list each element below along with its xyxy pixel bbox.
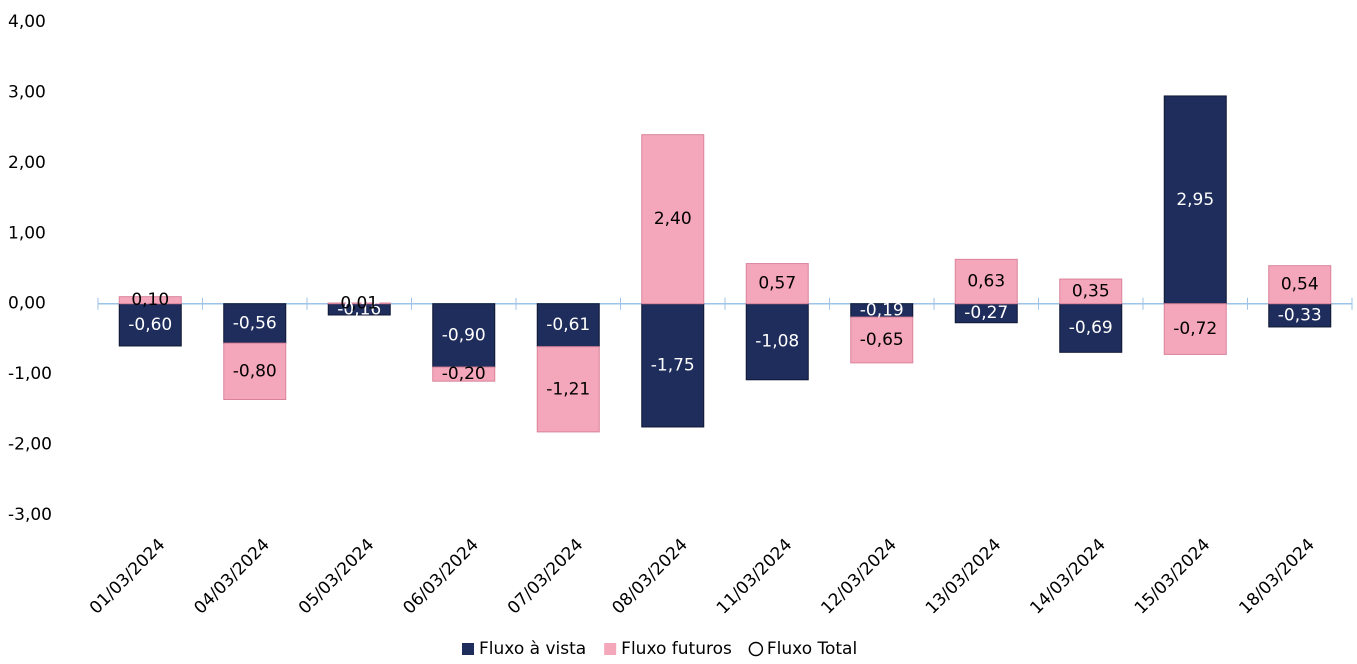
legend-swatch — [748, 641, 764, 657]
bar-segment — [118, 296, 182, 305]
x-tick-label: 12/03/2024 — [817, 535, 900, 618]
data-label: -0,16 — [337, 299, 381, 319]
y-tick-label: -1,00 — [8, 364, 52, 384]
x-tick-label: 04/03/2024 — [190, 535, 273, 618]
data-label: 0,57 — [758, 274, 796, 294]
data-label: -0,19 — [860, 300, 904, 320]
bar-segment — [1268, 265, 1332, 305]
bar-segment — [327, 302, 391, 305]
data-label: 0,63 — [967, 272, 1005, 292]
y-tick-label: 0,00 — [8, 294, 46, 314]
data-label: -0,72 — [1173, 319, 1217, 339]
legend-label: Fluxo futuros — [621, 639, 732, 659]
y-tick-label: 4,00 — [8, 12, 46, 32]
data-label: 2,95 — [1176, 190, 1214, 210]
y-tick-label: 1,00 — [8, 223, 46, 243]
bar-segment — [1059, 303, 1123, 353]
data-label: 0,54 — [1281, 275, 1319, 295]
bar-segment — [536, 346, 600, 433]
bar-segment — [1163, 95, 1227, 305]
bar-segment — [641, 134, 705, 305]
bar-segment — [223, 303, 287, 344]
bar-segment — [1059, 278, 1123, 305]
x-tick-label: 11/03/2024 — [713, 535, 796, 618]
bar-segment — [118, 303, 182, 347]
x-tick-label: 18/03/2024 — [1235, 535, 1318, 618]
bar-segment — [536, 303, 600, 348]
data-label: -1,75 — [651, 355, 695, 375]
bar-segment — [745, 303, 809, 381]
y-tick-label: -3,00 — [8, 505, 52, 525]
data-label: -0,69 — [1069, 318, 1113, 338]
data-label: -0,60 — [128, 315, 172, 335]
data-label: 0,01 — [340, 293, 378, 313]
bar-segment — [641, 303, 705, 428]
x-tick-label: 14/03/2024 — [1026, 535, 1109, 618]
y-tick-label: 2,00 — [8, 153, 46, 173]
bar-segment — [432, 366, 496, 382]
bar-segment — [850, 316, 914, 364]
bar-segment — [223, 342, 287, 400]
data-label: -0,61 — [546, 315, 590, 335]
bar-segment — [432, 303, 496, 368]
data-label: -0,33 — [1278, 305, 1322, 325]
data-label: 0,35 — [1072, 281, 1110, 301]
legend-label: Fluxo à vista — [479, 639, 586, 659]
data-label: -0,27 — [964, 303, 1008, 323]
x-tick-label: 08/03/2024 — [608, 535, 691, 618]
data-label: -0,65 — [860, 330, 904, 350]
data-label: 0,10 — [131, 290, 169, 310]
x-tick-label: 01/03/2024 — [86, 535, 169, 618]
data-label: -0,80 — [233, 361, 277, 381]
data-label: -1,08 — [755, 332, 799, 352]
bar-segment — [745, 263, 809, 305]
data-label: -0,56 — [233, 313, 277, 333]
data-label: -1,21 — [546, 379, 590, 399]
x-tick-label: 13/03/2024 — [922, 535, 1005, 618]
x-tick-label: 06/03/2024 — [399, 535, 482, 618]
x-tick-label: 07/03/2024 — [504, 535, 587, 618]
y-tick-label: -2,00 — [8, 435, 52, 455]
x-tick-label: 15/03/2024 — [1131, 535, 1214, 618]
data-label: -0,90 — [442, 325, 486, 345]
legend-swatch — [604, 643, 617, 655]
data-label: -0,20 — [442, 364, 486, 384]
legend-swatch — [462, 643, 474, 655]
data-label: 2,40 — [654, 209, 692, 229]
bar-segment — [954, 258, 1018, 305]
legend-label: Fluxo Total — [767, 639, 857, 659]
x-tick-label: 05/03/2024 — [295, 535, 378, 618]
bar-segment — [1163, 303, 1227, 355]
y-tick-label: 3,00 — [8, 82, 46, 102]
